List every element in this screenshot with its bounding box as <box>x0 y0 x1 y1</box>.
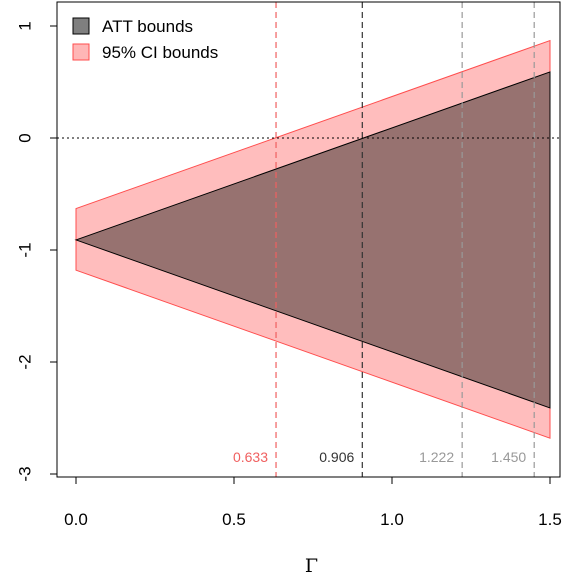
vertical-reference-lines: 0.633 0.906 1.222 1.450 <box>233 2 535 477</box>
legend-label: 95% CI bounds <box>102 43 218 62</box>
y-axis: -3 -2 -1 0 1 <box>15 21 58 482</box>
vertical-line-label-0.633: 0.633 <box>233 449 268 465</box>
legend: ATT bounds 95% CI bounds <box>72 17 218 62</box>
y-tick-label: -3 <box>15 466 34 481</box>
y-tick-label: -2 <box>15 354 34 369</box>
vertical-line-label-0.906: 0.906 <box>319 449 354 465</box>
y-tick-label: -1 <box>15 242 34 257</box>
x-tick-label: 1.5 <box>538 510 562 529</box>
vertical-line-label-1.222: 1.222 <box>419 449 454 465</box>
bounds-bands <box>74 39 551 439</box>
x-tick-label: 0.5 <box>222 510 246 529</box>
att-bounds-band <box>74 71 551 409</box>
x-axis-label: Γ <box>305 555 318 577</box>
y-tick-label: 0 <box>15 133 34 142</box>
vertical-line-label-1.450: 1.450 <box>491 449 526 465</box>
x-tick-label: 1.0 <box>380 510 404 529</box>
x-axis: 0.0 0.5 1.0 1.5 <box>64 476 562 529</box>
legend-swatch <box>72 17 90 35</box>
y-tick-label: 1 <box>15 21 34 30</box>
x-tick-label: 0.0 <box>64 510 88 529</box>
legend-swatch <box>72 43 90 61</box>
legend-label: ATT bounds <box>102 17 193 36</box>
